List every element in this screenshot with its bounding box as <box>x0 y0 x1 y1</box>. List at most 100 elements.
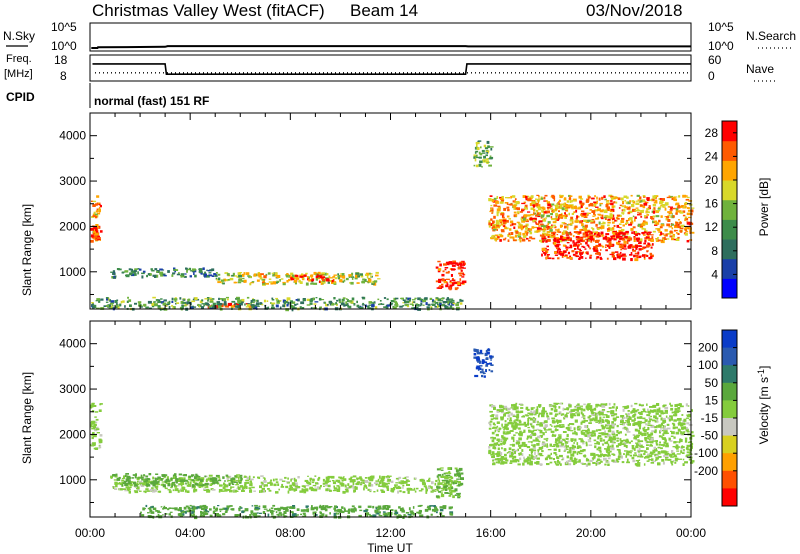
velocity-cell <box>243 476 248 478</box>
velocity-cell <box>427 507 431 511</box>
power-cell <box>338 277 341 280</box>
velocity-cell <box>110 475 113 478</box>
velocity-cell <box>193 483 197 485</box>
velocity-cell <box>406 484 410 486</box>
power-cell <box>209 269 213 272</box>
velocity-cell <box>440 475 445 478</box>
velocity-cell <box>98 446 102 449</box>
power-cell <box>579 221 583 224</box>
power-cell <box>646 254 649 257</box>
velocity-cell <box>206 512 209 515</box>
power-cell <box>675 212 678 215</box>
power-cell <box>201 303 205 305</box>
velocity-cell <box>530 426 535 428</box>
velocity-cell <box>281 483 284 487</box>
velocity-cell <box>589 437 592 440</box>
velocity-cell <box>549 457 553 460</box>
velocity-cell <box>334 509 338 512</box>
velocity-cell <box>582 442 585 445</box>
power-cell <box>581 215 585 218</box>
velocity-cell <box>261 490 264 493</box>
power-cell <box>489 199 493 202</box>
power-cell <box>233 281 236 284</box>
power-cell <box>305 272 308 275</box>
velocity-cell <box>343 478 347 481</box>
power-cell <box>250 301 253 305</box>
power-cell <box>342 275 346 279</box>
velocity-cell <box>168 513 171 516</box>
velocity-cell <box>680 447 683 450</box>
velocity-cell <box>452 481 455 485</box>
power-cell <box>515 230 519 234</box>
power-cell <box>292 306 296 310</box>
power-cell <box>137 268 140 270</box>
power-cell <box>179 297 182 300</box>
power-cell <box>523 215 527 219</box>
power-cell <box>690 209 694 213</box>
power-cell <box>657 237 660 239</box>
velocity-cell <box>449 491 453 495</box>
power-cell <box>621 212 625 214</box>
velocity-cell <box>676 446 679 450</box>
power-cell <box>452 261 457 265</box>
velocity-cell <box>565 447 568 449</box>
power-cell <box>690 207 695 209</box>
velocity-cell <box>308 482 311 485</box>
power-cell <box>444 279 446 282</box>
power-cell <box>243 272 246 275</box>
velocity-cell <box>341 506 344 509</box>
power-cell <box>127 296 129 299</box>
velocity-cell <box>289 507 293 509</box>
velocity-cell <box>99 403 103 405</box>
power-cell <box>439 285 442 289</box>
power-cell <box>657 228 661 232</box>
velocity-cell <box>650 424 655 428</box>
power-cell <box>438 268 442 271</box>
velocity-cell <box>204 509 208 512</box>
power-cell <box>148 273 151 276</box>
velocity-cell <box>238 507 240 510</box>
power-cell <box>212 302 216 306</box>
velocity-cell <box>629 452 632 454</box>
velocity-cell <box>99 403 102 406</box>
velocity-cell <box>147 515 152 518</box>
velocity-cell <box>233 481 238 483</box>
velocity-cell <box>576 409 580 412</box>
velocity-cell <box>676 453 681 455</box>
velocity-cell <box>450 489 455 493</box>
velocity-cell <box>647 426 650 430</box>
velocity-cell <box>638 403 641 407</box>
velocity-cell <box>553 448 557 451</box>
velocity-cell <box>252 476 255 479</box>
power-cell <box>642 246 647 249</box>
power-cell <box>619 251 622 254</box>
power-cell <box>219 302 223 306</box>
velocity-cell <box>550 452 552 456</box>
velocity-cell <box>325 483 328 487</box>
power-cell <box>485 154 488 157</box>
power-cell <box>515 207 518 210</box>
power-cell <box>679 211 684 214</box>
power-cell <box>566 200 570 203</box>
velocity-cell <box>530 448 534 452</box>
power-cell <box>558 251 562 253</box>
velocity-cell <box>510 407 514 409</box>
power-cell <box>643 196 646 198</box>
velocity-cell <box>583 454 586 458</box>
velocity-cell <box>682 458 685 461</box>
power-cell <box>353 303 356 306</box>
power-colorbar-segment <box>722 219 737 240</box>
power-cell <box>564 214 568 217</box>
power-cell <box>629 217 633 220</box>
velocity-cell <box>479 367 482 371</box>
velocity-cell <box>115 473 118 476</box>
power-cell <box>566 224 569 226</box>
velocity-cell <box>375 510 379 513</box>
velocity-cell <box>611 447 615 451</box>
power-cell <box>163 299 167 302</box>
power-cell <box>563 203 565 206</box>
velocity-cell <box>690 461 694 464</box>
velocity-cell <box>358 505 362 509</box>
power-cell <box>335 302 337 305</box>
